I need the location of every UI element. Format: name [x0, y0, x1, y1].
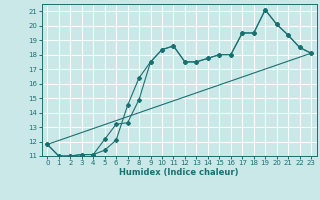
X-axis label: Humidex (Indice chaleur): Humidex (Indice chaleur): [119, 168, 239, 177]
